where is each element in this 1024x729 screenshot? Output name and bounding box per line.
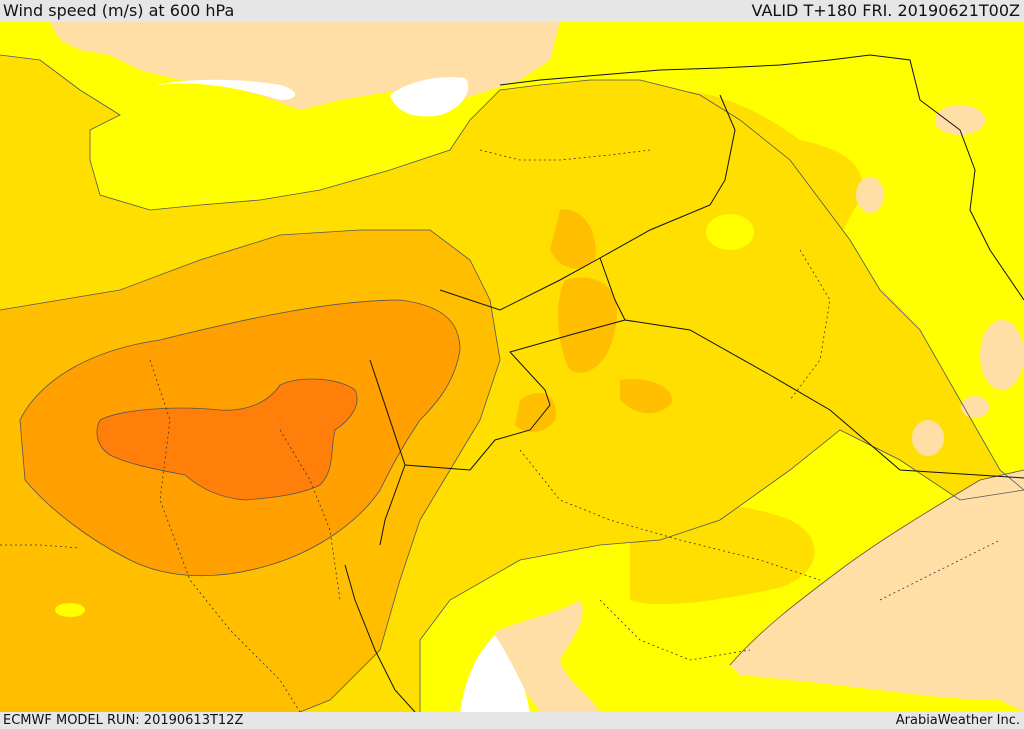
yellow-patch-1 <box>706 214 754 250</box>
map-title: Wind speed (m/s) at 600 hPa <box>3 1 235 20</box>
band-strongest <box>97 378 358 500</box>
province-borders <box>0 149 1001 712</box>
calm-patch-1 <box>935 105 985 135</box>
country-borders <box>344 54 1024 712</box>
calm-patch-5 <box>856 177 884 213</box>
calm-east <box>730 470 1024 712</box>
wind-speed-map <box>0 22 1024 712</box>
water-south <box>460 635 530 712</box>
band-light-south <box>630 505 815 605</box>
weather-map <box>0 22 1024 712</box>
contour-lines <box>0 54 1024 712</box>
header-bar: Wind speed (m/s) at 600 hPa VALID T+180 … <box>0 0 1024 22</box>
band-light-ne <box>500 90 863 470</box>
calm-patch-3 <box>961 396 989 418</box>
footer-bar: ECMWF MODEL RUN: 20190613T12Z ArabiaWeat… <box>0 712 1024 729</box>
model-run: ECMWF MODEL RUN: 20190613T12Z <box>3 713 244 728</box>
band-medium-east2 <box>558 277 618 373</box>
water-north <box>155 79 295 100</box>
calm-patch-2 <box>912 420 944 456</box>
calm-patch-4 <box>980 320 1024 390</box>
valid-time: VALID T+180 FRI. 20190621T00Z <box>751 1 1020 20</box>
credit: ArabiaWeather Inc. <box>895 713 1020 728</box>
band-medium-east <box>550 209 596 269</box>
band-medium-east4 <box>515 392 556 432</box>
yellow-patch-2 <box>55 603 85 617</box>
water-black-sea-edge <box>390 77 469 117</box>
band-medium-east3 <box>620 379 672 414</box>
